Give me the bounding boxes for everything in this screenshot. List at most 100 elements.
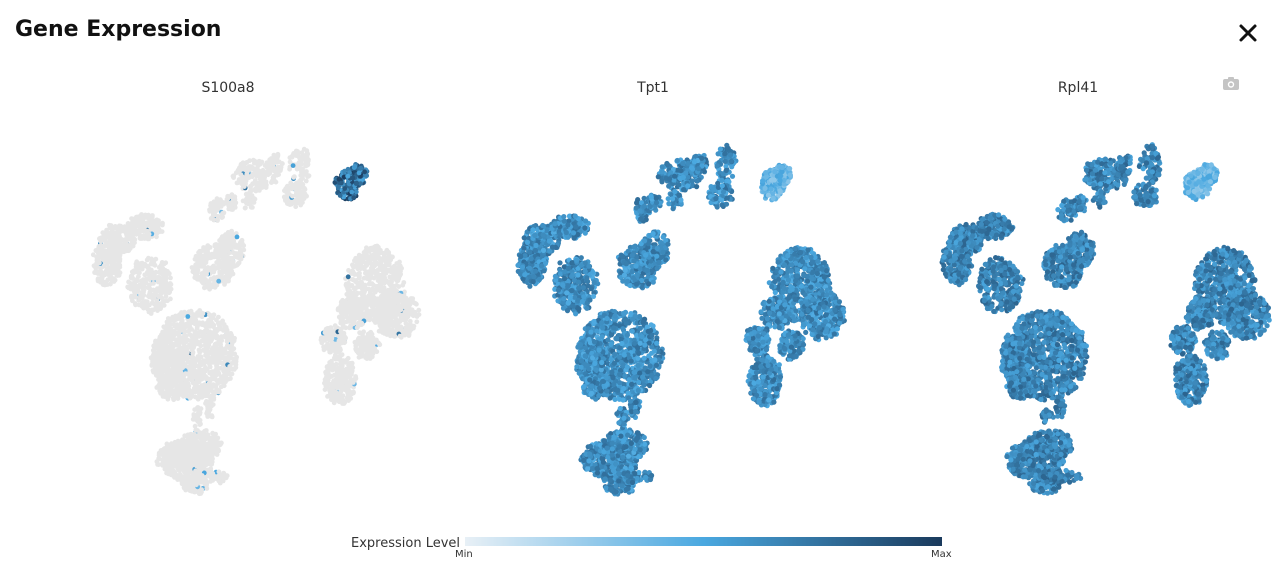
cell-point — [221, 256, 227, 262]
cell-point — [292, 199, 298, 205]
close-button[interactable] — [1233, 18, 1263, 48]
cell-point — [148, 267, 154, 273]
cell-point — [191, 380, 197, 385]
cell-point — [216, 358, 222, 363]
cell-point — [160, 329, 166, 335]
cell-point — [175, 392, 181, 397]
cell-point — [330, 345, 336, 350]
cell-point — [352, 164, 358, 169]
umap-panel-s100a8[interactable] — [90, 146, 422, 497]
cell-point — [208, 201, 214, 206]
cell-point — [211, 269, 216, 274]
cell-point — [400, 329, 406, 334]
cell-point — [407, 318, 413, 324]
cell-point — [157, 285, 163, 291]
cell-point — [360, 311, 366, 317]
cell-point — [345, 274, 351, 280]
cell-point — [200, 368, 205, 374]
cell-point — [191, 345, 197, 350]
cell-point — [217, 249, 223, 254]
cell-point — [239, 164, 245, 170]
cell-point — [340, 303, 345, 309]
cell-point — [218, 236, 224, 242]
cell-point — [205, 351, 210, 357]
cell-point — [382, 301, 388, 307]
cell-point — [178, 335, 184, 341]
cell-point — [384, 332, 390, 337]
cell-point — [295, 182, 301, 188]
cell-point — [391, 301, 397, 307]
cell-point — [275, 169, 281, 175]
cell-point — [356, 252, 362, 258]
cell-point — [344, 379, 349, 384]
cell-point — [227, 238, 233, 243]
cell-point — [236, 255, 241, 261]
cell-point — [160, 461, 166, 466]
cell-point — [251, 196, 257, 201]
cell-point — [99, 275, 105, 280]
cell-point — [129, 293, 134, 299]
cell-point — [159, 370, 165, 376]
cell-point — [131, 217, 137, 223]
cell-point — [208, 387, 213, 393]
cell-point — [110, 266, 115, 272]
cell-point — [245, 169, 250, 174]
cell-point — [414, 319, 420, 325]
cell-point — [114, 255, 119, 261]
cell-point — [215, 341, 221, 346]
cell-point — [185, 337, 191, 343]
cell-point — [154, 305, 159, 310]
cell-point — [163, 293, 169, 299]
cell-point — [401, 280, 407, 285]
cell-point — [395, 267, 401, 272]
cell-point — [151, 259, 157, 264]
cell-point — [331, 364, 337, 369]
cell-point — [416, 312, 422, 317]
cell-point — [163, 326, 169, 331]
cell-point — [168, 296, 173, 302]
cell-point — [361, 340, 367, 346]
cell-point — [126, 285, 132, 291]
cell-point — [332, 323, 338, 329]
cell-point — [256, 158, 262, 164]
cell-point — [219, 347, 225, 352]
download-plot-button[interactable] — [1220, 74, 1242, 92]
cell-point — [139, 300, 145, 306]
cell-point — [155, 226, 161, 232]
cell-point — [291, 174, 297, 180]
cell-point — [173, 330, 179, 336]
cell-point — [228, 376, 233, 381]
cell-point — [150, 368, 156, 373]
cell-point — [374, 274, 380, 279]
cell-point — [224, 368, 230, 374]
cell-point — [223, 235, 229, 241]
cell-point — [203, 365, 208, 370]
cell-point — [179, 310, 184, 315]
cell-point — [378, 288, 383, 294]
cell-point — [192, 368, 198, 374]
cell-point — [156, 274, 161, 280]
cell-point — [230, 271, 236, 277]
cell-point — [184, 321, 190, 327]
cell-point — [191, 312, 196, 317]
cell-point — [200, 320, 206, 326]
cell-point — [340, 358, 346, 363]
cell-point — [139, 217, 145, 223]
cell-point — [269, 179, 275, 184]
cell-point — [180, 465, 186, 471]
cell-point — [347, 383, 353, 389]
cell-point — [168, 282, 174, 287]
cell-point — [209, 369, 215, 375]
cell-point — [383, 262, 389, 268]
cell-point — [193, 319, 199, 324]
cell-point — [326, 331, 332, 337]
cell-point — [207, 361, 212, 367]
cell-point — [216, 278, 222, 284]
cell-point — [183, 344, 189, 350]
cell-point — [170, 365, 176, 371]
cell-point — [297, 200, 303, 206]
cell-point — [160, 452, 166, 458]
cell-point — [397, 259, 402, 265]
cell-point — [371, 346, 377, 352]
cell-point — [306, 157, 311, 163]
